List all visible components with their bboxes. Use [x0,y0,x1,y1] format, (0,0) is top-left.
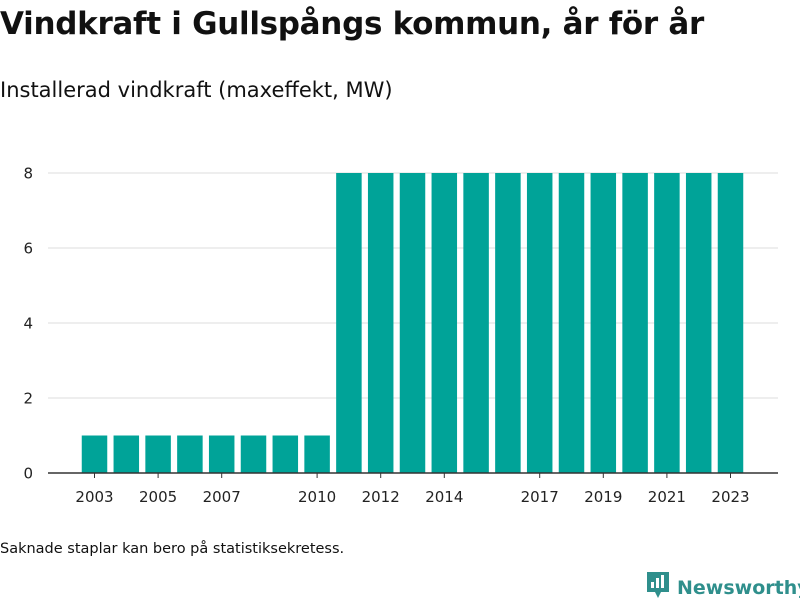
bar [654,173,680,473]
bar [336,173,362,473]
bar [272,435,299,473]
bar [495,173,521,473]
x-tick-label: 2017 [521,488,559,506]
x-tick-label: 2023 [711,488,749,506]
x-tick-label: 2019 [584,488,622,506]
x-tick-label: 2003 [75,488,113,506]
x-tick-label: 2007 [203,488,241,506]
bar [208,435,235,473]
bar [399,173,426,473]
bar [685,173,712,473]
bar [177,435,203,473]
chart-title: Vindkraft i Gullspångs kommun, år för år [0,6,704,42]
y-tick-label: 2 [23,390,33,408]
bar [113,435,140,473]
newsworthy-logo-icon [645,570,671,605]
bar [590,173,617,473]
chart-subtitle: Installerad vindkraft (maxeffekt, MW) [0,78,393,102]
x-tick-label: 2021 [648,488,686,506]
bar [240,435,267,473]
y-tick-label: 4 [23,315,33,333]
x-tick-label: 2012 [362,488,400,506]
bar [81,435,108,473]
footnote: Saknade staplar kan bero på statistiksek… [0,541,345,557]
brand-logo: Newsworthy [645,570,800,605]
bar [463,173,489,473]
y-tick-label: 0 [23,465,33,483]
y-tick-label: 8 [23,165,33,183]
bar [431,173,458,473]
brand-name: Newsworthy [677,576,800,599]
bar [145,435,171,473]
bar [717,173,744,473]
bar [622,173,648,473]
bar [558,173,585,473]
bar [526,173,553,473]
x-tick-label: 2014 [425,488,463,506]
bar [367,173,394,473]
y-tick-label: 6 [23,240,33,258]
x-tick-label: 2005 [139,488,177,506]
bar [304,435,330,473]
x-tick-label: 2010 [298,488,336,506]
